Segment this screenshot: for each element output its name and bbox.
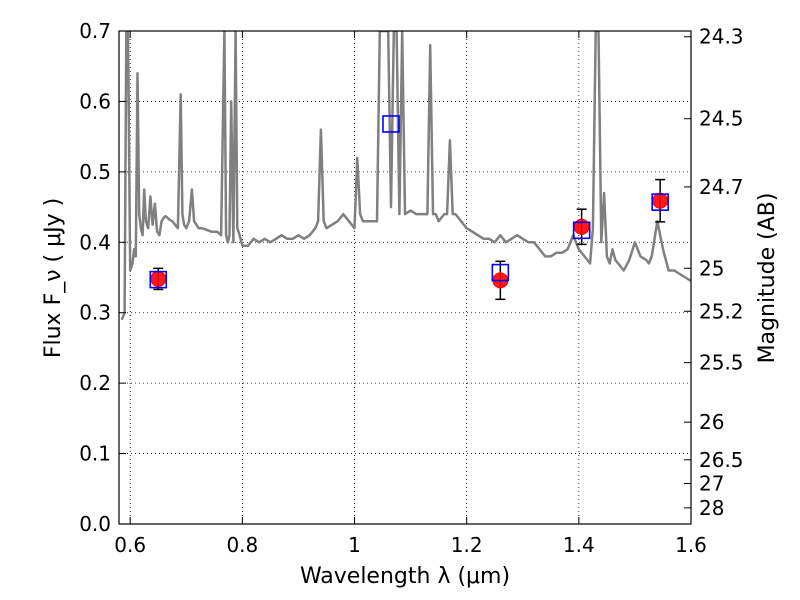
model-flux-square <box>651 193 669 211</box>
x-axis-ticks: 0.6 0.8 1 1.2 1.4 1.6 <box>114 31 707 557</box>
sed-model-line <box>120 31 691 321</box>
plot-frame <box>118 30 692 525</box>
y-tick-label: 0.1 <box>79 442 111 466</box>
x-tick-label: 1.4 <box>563 533 595 557</box>
observed-flux-point <box>652 192 669 209</box>
right-tick-label: 25.5 <box>699 351 744 375</box>
x-tick-label: 1.6 <box>675 533 707 557</box>
y-tick-label: 0.0 <box>79 512 111 536</box>
x-axis-title: Wavelength λ (μm) <box>300 564 510 589</box>
x-tick-label: 0.8 <box>226 533 258 557</box>
y-tick-label: 0.2 <box>79 371 111 395</box>
right-tick-label: 27 <box>699 471 724 495</box>
observed-flux-point <box>150 270 167 287</box>
right-tick-label: 25.2 <box>699 299 744 323</box>
model-flux-square <box>491 263 510 282</box>
y-tick-label: 0.7 <box>79 19 111 43</box>
model-flux-square <box>572 221 591 240</box>
y-axis-title: Flux F_ν ( μJy ) <box>41 198 66 358</box>
right-tick-label: 28 <box>699 496 724 520</box>
x-tick-label: 0.6 <box>114 533 146 557</box>
y-axis-ticks: 0.0 0.1 0.2 0.3 0.4 0.5 0.6 0.7 <box>79 19 126 536</box>
right-tick-label: 26 <box>699 410 724 434</box>
right-tick-label: 24.5 <box>699 107 744 131</box>
y-tick-label: 0.5 <box>79 160 111 184</box>
y-tick-label: 0.4 <box>79 230 111 254</box>
right-tick-label: 24.7 <box>699 175 744 199</box>
right-tick-label: 24.3 <box>699 25 744 49</box>
y-tick-label: 0.6 <box>79 89 111 113</box>
x-tick-label: 1.2 <box>451 533 483 557</box>
model-flux-square <box>149 270 168 289</box>
model-flux-square <box>382 115 400 133</box>
plot-area <box>120 31 691 321</box>
right-tick-label: 25 <box>699 256 724 280</box>
right-axis-title: Magnitude (AB) <box>755 193 780 364</box>
y-tick-label: 0.3 <box>79 301 111 325</box>
x-tick-label: 1 <box>348 533 361 557</box>
right-tick-label: 26.5 <box>699 448 744 472</box>
